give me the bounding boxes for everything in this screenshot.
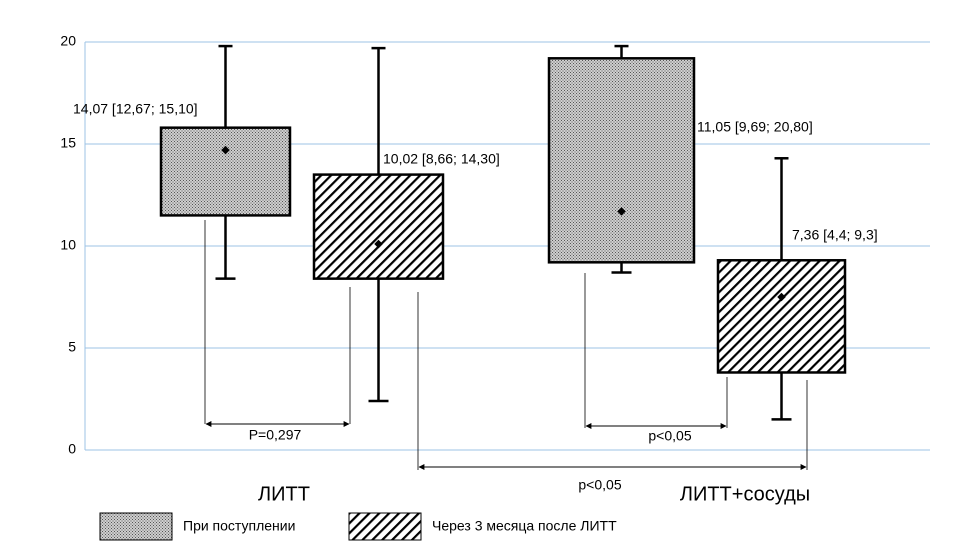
y-tick-label: 15	[60, 135, 76, 151]
box-annotation: 10,02 [8,66; 14,30]	[383, 151, 500, 167]
comparison-label: p<0,05	[578, 477, 621, 493]
box	[547, 57, 696, 264]
box	[159, 126, 292, 217]
y-tick-label: 5	[68, 339, 76, 355]
legend-swatch	[348, 512, 422, 541]
box-annotation: 14,07 [12,67; 15,10]	[73, 101, 198, 117]
comparison-label: P=0,297	[249, 427, 302, 443]
y-tick-label: 10	[60, 237, 76, 253]
box-annotation: 11,05 [9,69; 20,80]	[697, 119, 813, 135]
median-marker	[221, 145, 230, 155]
median-marker	[777, 292, 786, 302]
category-label: ЛИТТ+сосуды	[680, 483, 810, 505]
box-annotation: 7,36 [4,4; 9,3]	[792, 227, 878, 243]
legend-label: Через 3 месяца после ЛИТТ	[432, 518, 617, 534]
legend-label: При поступлении	[183, 518, 295, 534]
category-label: ЛИТТ	[258, 483, 310, 505]
legend-swatch	[99, 512, 173, 541]
y-tick-label: 20	[60, 33, 76, 49]
y-tick-label: 0	[68, 441, 76, 457]
median-marker	[374, 239, 383, 249]
box	[312, 173, 445, 280]
comparison-label: p<0,05	[648, 428, 691, 444]
box	[716, 259, 847, 374]
